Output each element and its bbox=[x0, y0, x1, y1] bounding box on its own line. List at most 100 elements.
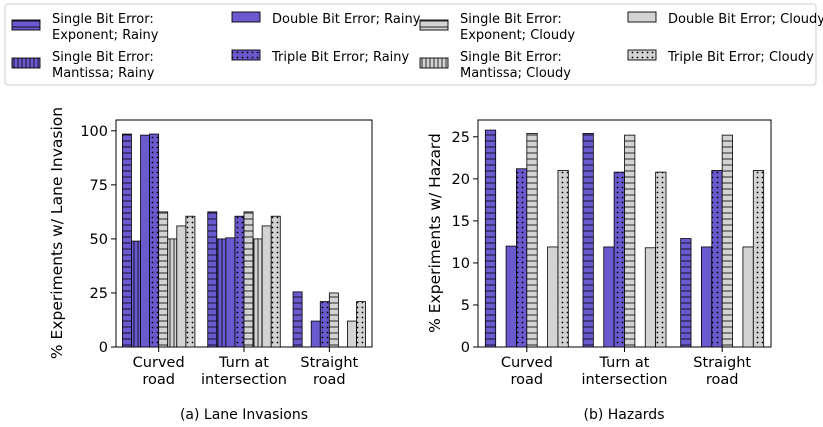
x-tick-label-turn-at-intersection: Turn at intersection bbox=[201, 355, 287, 388]
bar-pattern bbox=[329, 292, 339, 347]
bar-pattern bbox=[711, 170, 723, 347]
legend-swatch bbox=[231, 11, 261, 23]
legend-label: Triple Bit Error; Rainy bbox=[271, 50, 410, 65]
bar-fill bbox=[347, 320, 357, 348]
legend-swatch-pattern bbox=[420, 20, 448, 30]
bar-single-bit-error-exponent-cloudy-straight-road bbox=[328, 292, 339, 348]
bar-triple-bit-error-rainy-turn-at-intersection bbox=[613, 171, 625, 348]
bar-double-bit-error-cloudy-turn-at-intersection bbox=[261, 225, 272, 348]
bar-fill bbox=[701, 246, 713, 348]
bar-triple-bit-error-rainy-straight-road bbox=[319, 301, 330, 348]
bar-triple-bit-error-cloudy-turn-at-intersection bbox=[270, 215, 281, 348]
bar-fill bbox=[742, 246, 754, 348]
y-tick-label: 0 bbox=[461, 340, 470, 356]
bar-triple-bit-error-rainy-turn-at-intersection bbox=[234, 215, 245, 348]
bar-double-bit-error-cloudy-straight-road bbox=[742, 246, 754, 348]
bar-single-bit-error-exponent-rainy-straight-road bbox=[292, 291, 303, 348]
y-tick-label: 20 bbox=[452, 172, 470, 188]
bar-triple-bit-error-rainy-curved-road bbox=[149, 133, 160, 348]
bar-double-bit-error-cloudy-curved-road bbox=[547, 246, 559, 348]
bar-triple-bit-error-cloudy-turn-at-intersection bbox=[655, 171, 667, 348]
legend-item-double-bit-error-rainy: Double Bit Error; Rainy bbox=[231, 11, 421, 27]
legend-label: Single Bit Error: Mantissa; Rainy bbox=[52, 50, 155, 81]
y-tick-label: 50 bbox=[90, 232, 108, 248]
bar-triple-bit-error-rainy-curved-road bbox=[516, 168, 528, 348]
legend-label: Single Bit Error: Exponent; Rainy bbox=[52, 12, 159, 43]
bar-pattern bbox=[185, 216, 195, 347]
chart-caption: (b) Hazards bbox=[584, 407, 665, 423]
legend-label: Triple Bit Error; Cloudy bbox=[667, 50, 814, 65]
bar-double-bit-error-cloudy-turn-at-intersection bbox=[644, 247, 657, 348]
bar-double-bit-error-cloudy-curved-road bbox=[176, 225, 187, 348]
bar-pattern bbox=[244, 211, 254, 347]
bar-double-bit-error-rainy-turn-at-intersection bbox=[225, 237, 236, 348]
bar-single-bit-error-exponent-cloudy-straight-road bbox=[721, 134, 733, 348]
bar-triple-bit-error-cloudy-straight-road bbox=[752, 170, 765, 348]
bar-single-bit-error-exponent-cloudy-curved-road bbox=[158, 211, 169, 348]
bar-pattern bbox=[158, 211, 168, 347]
bar-triple-bit-error-cloudy-curved-road bbox=[185, 215, 196, 348]
y-tick-label: 5 bbox=[461, 298, 470, 314]
legend-swatch-pattern bbox=[232, 50, 260, 60]
bar-pattern bbox=[234, 216, 244, 347]
bar-double-bit-error-rainy-turn-at-intersection bbox=[603, 246, 615, 348]
bar-pattern bbox=[122, 134, 132, 347]
legend-swatch bbox=[627, 11, 657, 23]
bar-pattern bbox=[131, 241, 141, 347]
chart-lane-invasions: 0 25 50 75 100 Curved road Turn at intersection S… bbox=[48, 107, 373, 423]
bar-pattern bbox=[293, 291, 303, 347]
legend-swatch-pattern bbox=[12, 20, 40, 30]
bar-fill bbox=[225, 237, 236, 348]
bar-fill bbox=[644, 247, 657, 348]
bar-pattern bbox=[149, 134, 159, 347]
bar-pattern bbox=[526, 133, 538, 347]
legend-item-triple-bit-error-rainy: Triple Bit Error; Rainy bbox=[231, 49, 410, 65]
legend-swatch-pattern bbox=[420, 58, 448, 68]
y-tick-label: 10 bbox=[452, 256, 470, 272]
x-tick-label-straight-road: Straight road bbox=[693, 355, 751, 388]
bar-fill bbox=[261, 225, 272, 348]
x-tick-label-curved-road: Curved road bbox=[501, 355, 553, 388]
bar-pattern bbox=[557, 170, 569, 347]
chart-hazards: 0 5 10 15 20 25 Curved road Turn at intersection S… bbox=[426, 119, 772, 423]
y-tick-label: 25 bbox=[90, 286, 108, 302]
bar-pattern bbox=[216, 238, 226, 347]
bar-pattern bbox=[680, 238, 692, 347]
x-tick-label-turn-at-intersection: Turn at intersection bbox=[581, 355, 667, 388]
y-axis-label: % Experiments w/ Hazard bbox=[426, 133, 444, 333]
legend-item-single-bit-error-mantissa-cloudy: Single Bit Error: Mantissa; Cloudy bbox=[419, 50, 571, 81]
bar-pattern bbox=[753, 170, 764, 347]
bar-fill bbox=[505, 245, 517, 348]
legend-swatch-pattern bbox=[628, 50, 656, 60]
bar-pattern bbox=[167, 238, 177, 347]
bar-single-bit-error-exponent-rainy-curved-road bbox=[484, 129, 497, 348]
bar-double-bit-error-rainy-curved-road bbox=[505, 245, 517, 348]
bar-fill bbox=[140, 134, 151, 348]
bar-pattern bbox=[516, 168, 527, 347]
bar-single-bit-error-exponent-rainy-curved-road bbox=[122, 133, 132, 348]
legend-swatch-pattern bbox=[12, 58, 40, 68]
legend-label: Double Bit Error; Rainy bbox=[272, 12, 421, 27]
bar-pattern bbox=[253, 238, 263, 347]
bar-single-bit-error-exponent-cloudy-turn-at-intersection bbox=[243, 211, 254, 348]
y-tick-label: 75 bbox=[90, 178, 108, 194]
bar-pattern bbox=[614, 172, 625, 347]
bar-triple-bit-error-rainy-straight-road bbox=[711, 170, 723, 348]
bar-single-bit-error-mantissa-rainy-curved-road bbox=[131, 240, 141, 348]
bar-single-bit-error-exponent-rainy-straight-road bbox=[680, 238, 692, 348]
bar-fill bbox=[176, 225, 187, 348]
bar-triple-bit-error-cloudy-curved-road bbox=[557, 170, 569, 348]
bar-single-bit-error-exponent-cloudy-turn-at-intersection bbox=[624, 134, 636, 348]
bar-fill bbox=[310, 320, 321, 348]
bar-single-bit-error-mantissa-rainy-turn-at-intersection bbox=[216, 238, 227, 348]
bar-single-bit-error-mantissa-cloudy-curved-road bbox=[167, 238, 178, 348]
bar-pattern bbox=[655, 172, 667, 347]
chart-caption: (a) Lane Invasions bbox=[180, 407, 308, 423]
bar-single-bit-error-exponent-cloudy-curved-road bbox=[526, 133, 538, 348]
y-tick-label: 25 bbox=[452, 130, 470, 146]
x-tick-label-straight-road: Straight road bbox=[300, 355, 358, 388]
bar-single-bit-error-exponent-rainy-turn-at-intersection bbox=[582, 133, 594, 348]
bar-pattern bbox=[722, 135, 733, 347]
legend-item-double-bit-error-cloudy: Double Bit Error; Cloudy bbox=[627, 11, 823, 27]
